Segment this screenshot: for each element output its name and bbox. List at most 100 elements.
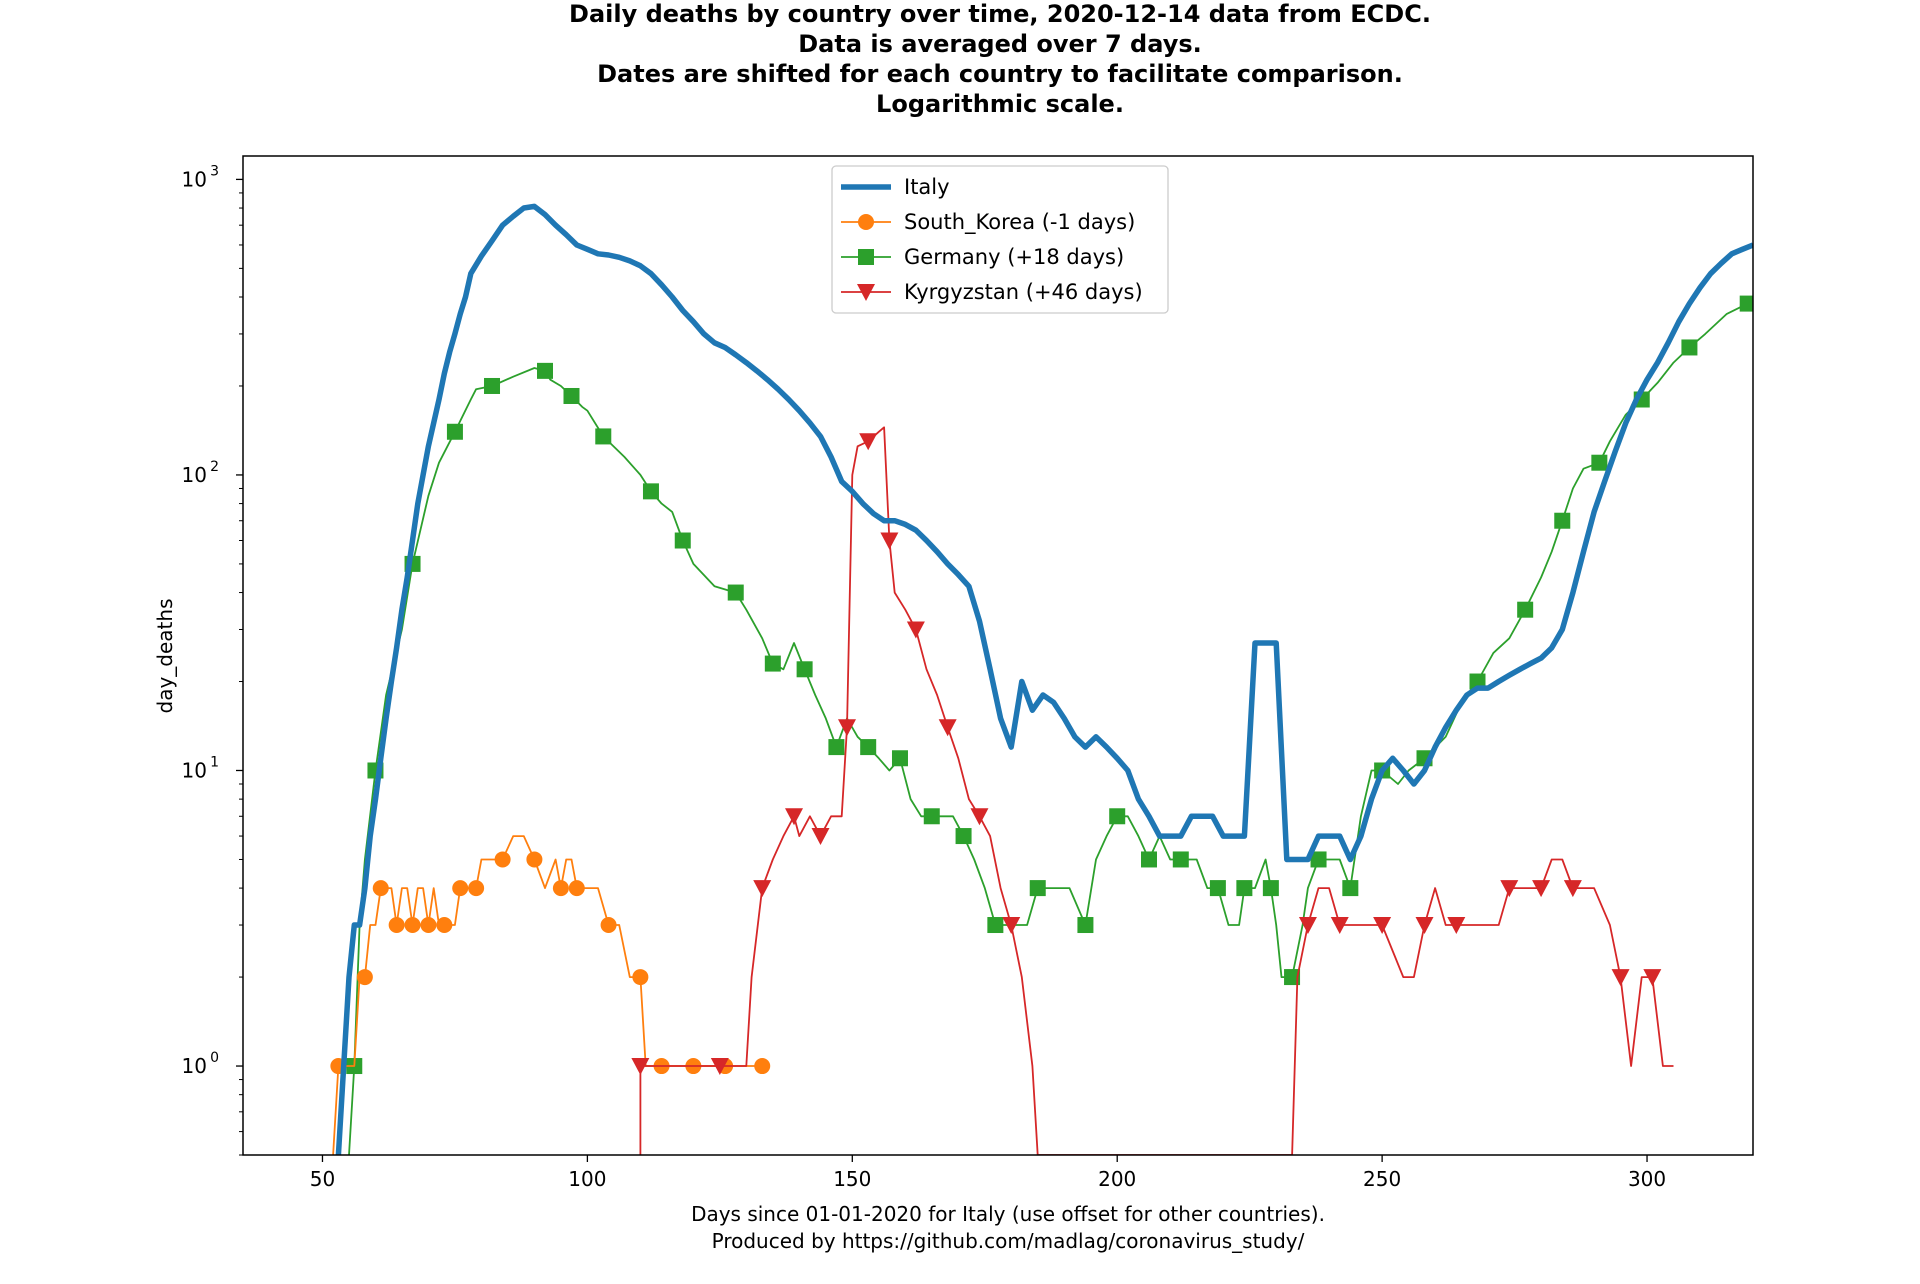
series-line — [332, 835, 763, 1155]
title-line-3: Dates are shifted for each country to fa… — [597, 60, 1403, 88]
data-point — [1643, 969, 1662, 987]
data-point — [1310, 851, 1327, 868]
data-point — [955, 828, 972, 845]
data-point — [468, 880, 485, 897]
data-point — [970, 808, 989, 826]
y-axis-label: day_deaths — [153, 599, 177, 714]
data-point — [1298, 917, 1317, 935]
x-tick-label: 150 — [833, 1167, 871, 1191]
data-point — [891, 750, 908, 767]
data-point — [563, 387, 580, 404]
data-point — [372, 880, 389, 897]
data-point — [446, 423, 463, 440]
title-line-2: Data is averaged over 7 days. — [798, 30, 1202, 58]
data-point — [1342, 880, 1359, 897]
x-tick-label: 100 — [568, 1167, 606, 1191]
data-point — [1141, 851, 1157, 868]
series-layer — [330, 203, 1753, 1155]
data-point — [595, 428, 612, 445]
legend-label: Italy — [904, 175, 950, 199]
data-point — [1109, 808, 1126, 825]
y-tick-label: 10 — [182, 1054, 207, 1078]
x-axis: 50 100 150 200 250 300 — [310, 1155, 1666, 1191]
data-point — [1611, 969, 1630, 987]
legend-item: South_Korea (-1 days) — [841, 210, 1135, 235]
data-point — [537, 362, 553, 379]
data-point — [1029, 880, 1046, 897]
data-point — [764, 655, 781, 672]
data-point — [754, 1058, 771, 1075]
data-point — [436, 917, 453, 934]
y-tick-label: 10 — [182, 758, 207, 782]
data-point — [674, 532, 691, 549]
series-line — [335, 203, 1753, 1155]
data-point — [420, 917, 437, 934]
data-point — [494, 851, 511, 868]
x-tick-label: 300 — [1628, 1167, 1666, 1191]
data-point — [1500, 880, 1519, 898]
x-tick-label: 50 — [310, 1167, 335, 1191]
x-tick-label: 200 — [1098, 1167, 1136, 1191]
data-point — [568, 880, 585, 897]
data-point — [1262, 880, 1279, 897]
series-3 — [631, 426, 1674, 1155]
data-point — [1739, 295, 1753, 312]
legend-marker — [857, 284, 875, 301]
data-point — [632, 969, 649, 986]
data-point — [600, 917, 617, 934]
series-2 — [346, 295, 1753, 1155]
data-point — [1373, 917, 1392, 935]
legend-label: South_Korea (-1 days) — [904, 210, 1135, 235]
data-point — [356, 969, 373, 986]
data-point — [838, 719, 856, 737]
data-point — [452, 880, 469, 897]
data-point — [388, 917, 405, 934]
data-point — [1591, 454, 1608, 471]
legend-label: Germany (+18 days) — [904, 245, 1124, 269]
y-tick-exponent: 2 — [210, 459, 219, 475]
data-point — [906, 621, 925, 639]
data-point — [710, 1058, 729, 1076]
data-point — [923, 808, 940, 825]
data-point — [1077, 917, 1094, 934]
data-point — [1330, 917, 1349, 935]
data-point — [484, 377, 501, 394]
series-line — [639, 426, 1674, 1155]
x-axis-label-line-2: Produced by https://github.com/madlag/co… — [712, 1229, 1305, 1253]
data-point — [860, 739, 877, 756]
data-point — [526, 851, 543, 868]
series-1 — [330, 835, 771, 1155]
legend-marker — [858, 249, 874, 265]
data-point — [1532, 880, 1551, 898]
title-line-4: Logarithmic scale. — [876, 90, 1124, 118]
data-point — [1415, 917, 1434, 935]
series-0 — [335, 203, 1753, 1155]
data-point — [859, 433, 878, 451]
data-point — [1517, 601, 1534, 618]
y-tick-exponent: 1 — [210, 754, 219, 770]
x-axis-label-line-1: Days since 01-01-2020 for Italy (use off… — [691, 1202, 1325, 1226]
data-point — [753, 880, 772, 898]
data-point — [404, 917, 421, 934]
data-point — [880, 532, 899, 550]
data-point — [987, 917, 1004, 934]
data-point — [796, 661, 813, 678]
chart-title: Daily deaths by country over time, 2020-… — [569, 0, 1431, 118]
data-point — [938, 719, 957, 737]
data-point — [1554, 512, 1571, 529]
data-point — [1236, 880, 1253, 897]
data-point — [1172, 851, 1189, 868]
legend-box — [831, 165, 1169, 314]
legend-label: Kyrgyzstan (+46 days) — [904, 280, 1143, 304]
legend-item: Kyrgyzstan (+46 days) — [841, 280, 1143, 304]
legend-marker — [858, 214, 874, 230]
legend-item: Italy — [841, 175, 950, 199]
y-tick-exponent: 0 — [210, 1050, 219, 1066]
series-line — [348, 302, 1753, 1155]
data-point — [727, 584, 744, 601]
plot-frame — [242, 155, 1754, 1156]
data-point — [642, 483, 659, 500]
y-tick-label: 10 — [182, 167, 207, 191]
y-tick-label: 10 — [182, 463, 207, 487]
